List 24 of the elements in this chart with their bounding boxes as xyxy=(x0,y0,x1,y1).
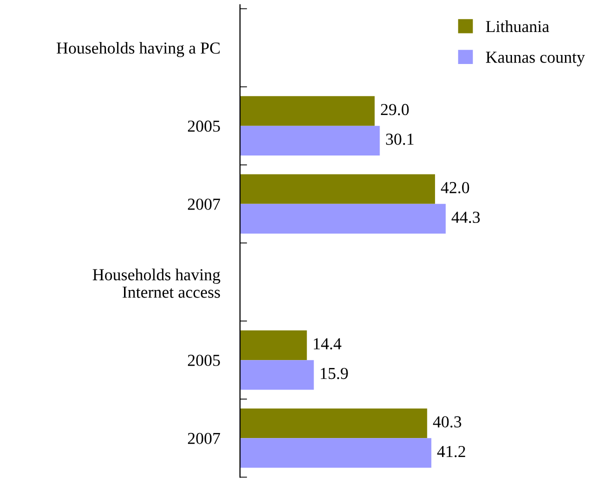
bar xyxy=(240,360,314,390)
y-tick-label: 2005 xyxy=(188,120,220,132)
data-label: 15.9 xyxy=(320,368,348,380)
bar xyxy=(240,96,375,126)
bar xyxy=(240,174,436,204)
data-label: 14.4 xyxy=(314,338,342,350)
y-tick-label: 2007 xyxy=(188,432,220,444)
y-tick-label: 2005 xyxy=(188,354,220,366)
bar xyxy=(240,330,307,360)
y-tick-label: 2007 xyxy=(188,198,220,210)
data-label: 42.0 xyxy=(440,182,470,194)
y-tick-label: Households having a PC xyxy=(56,42,220,58)
y-tick-label: Households having Internet access xyxy=(92,268,220,298)
bar xyxy=(240,438,432,468)
data-label: 40.3 xyxy=(433,416,462,428)
bar xyxy=(240,204,446,234)
bar xyxy=(240,408,428,438)
data-label: 30.1 xyxy=(386,134,414,145)
legend-label: Lithuania xyxy=(486,20,550,32)
data-label: 41.2 xyxy=(437,446,466,458)
bar xyxy=(240,126,380,156)
data-label: 29.0 xyxy=(380,104,409,116)
data-label: 44.3 xyxy=(452,212,480,223)
legend-label: Kaunas county xyxy=(486,52,585,66)
